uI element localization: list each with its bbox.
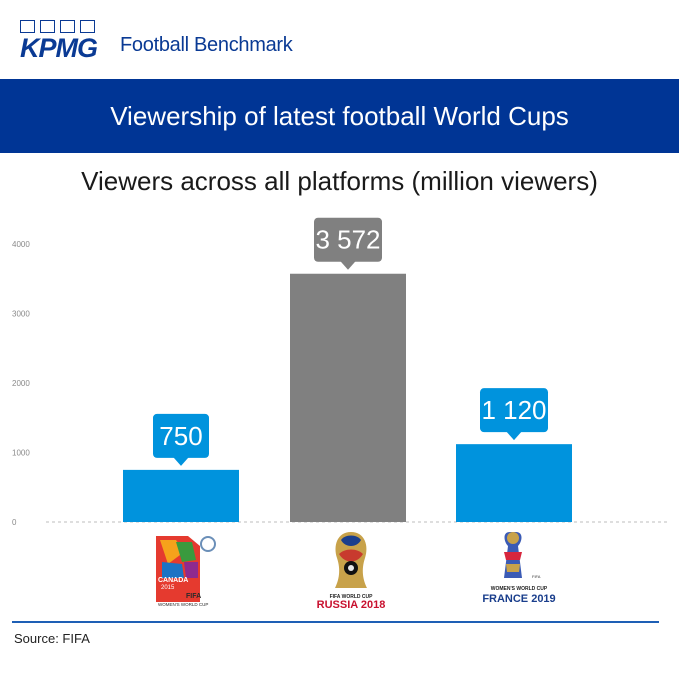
- canada-logo-line3: FIFA: [186, 593, 201, 600]
- france-logo-line1: FIFA: [532, 574, 541, 579]
- data-label-pointer: [340, 260, 356, 270]
- footer-divider: [12, 621, 659, 623]
- bar: [290, 273, 406, 522]
- brand-header: KPMG Football Benchmark: [20, 20, 340, 64]
- bar: [123, 469, 239, 522]
- kpmg-logo-text: KPMG: [20, 33, 98, 63]
- source-note: Source: FIFA: [14, 631, 90, 646]
- data-label: 1 120: [481, 395, 546, 425]
- canada-2015-logo-icon: CANADA 2015 FIFA WOMEN'S WORLD CUP: [156, 536, 216, 607]
- y-tick-label: 2000: [12, 379, 30, 388]
- russia-2018-logo-icon: FIFA WORLD CUP RUSSIA 2018: [317, 532, 386, 611]
- y-tick-label: 3000: [12, 310, 30, 319]
- canada-logo-line1: CANADA: [158, 577, 188, 584]
- canada-logo-line4: WOMEN'S WORLD CUP: [158, 602, 208, 607]
- data-label-bubble: [153, 413, 209, 458]
- data-label: 750: [159, 421, 202, 451]
- france-logo-line2: WOMEN'S WORLD CUP: [491, 586, 548, 592]
- banner-title: Viewership of latest football World Cups: [0, 79, 679, 153]
- data-label-pointer: [506, 431, 522, 441]
- russia-logo-line2: RUSSIA 2018: [317, 599, 386, 611]
- data-label-bubble: [314, 217, 382, 262]
- data-label: 3 572: [315, 225, 380, 255]
- data-label-pointer: [173, 456, 189, 466]
- data-label-bubble: [480, 388, 548, 433]
- chart-title: Viewers across all platforms (million vi…: [81, 166, 598, 196]
- y-tick-label: 4000: [12, 240, 30, 249]
- brand-subtitle: Football Benchmark: [120, 34, 293, 56]
- y-tick-label: 0: [12, 518, 17, 527]
- france-2019-logo-icon: FIFA WOMEN'S WORLD CUP FRANCE 2019: [482, 532, 556, 605]
- france-logo-line3: FRANCE 2019: [482, 593, 555, 605]
- bar-chart: 0 1000 2000 3000 4000 750 3 572 1 120: [12, 217, 668, 527]
- y-tick-label: 1000: [12, 449, 30, 458]
- bar: [456, 444, 572, 522]
- russia-logo-line1: FIFA WORLD CUP: [330, 594, 374, 600]
- canada-logo-line2: 2015: [161, 585, 175, 591]
